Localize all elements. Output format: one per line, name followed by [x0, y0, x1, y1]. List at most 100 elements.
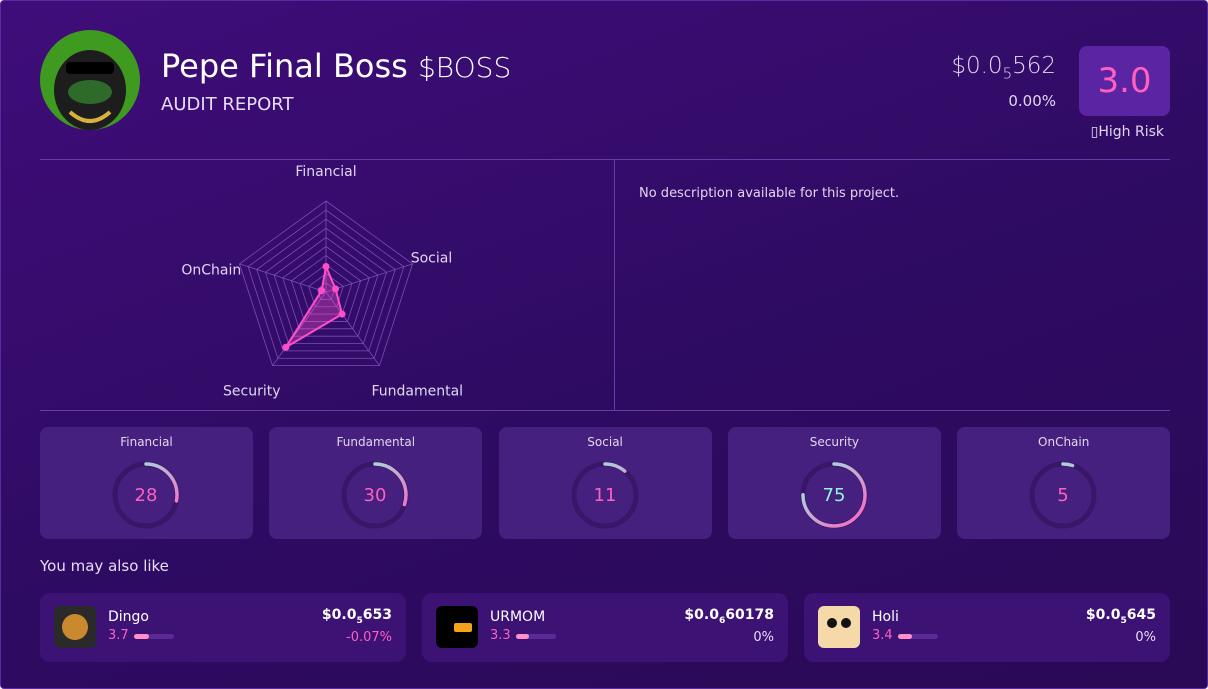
rec-bar-track	[898, 634, 938, 639]
rec-bar-track	[134, 634, 174, 639]
gauge-arc	[113, 462, 179, 528]
logo-bg	[818, 606, 860, 648]
radar-ring	[247, 209, 405, 359]
radar-ring	[282, 246, 370, 330]
gauge-value: 11	[593, 485, 616, 506]
risk-label: High Risk	[1098, 124, 1164, 140]
radar-axis	[272, 291, 327, 366]
gauge: 30	[341, 461, 409, 529]
subtitle: AUDIT REPORT	[161, 94, 294, 115]
radar-label: Fundamental	[371, 383, 463, 399]
rec-name: Holi	[872, 609, 899, 625]
gauge: 11	[571, 461, 639, 529]
price-zeros: 5	[1002, 64, 1013, 83]
score-card: Financial 28	[40, 427, 253, 539]
rec-bar	[898, 634, 912, 639]
rec-change: 0%	[753, 630, 774, 645]
description: No description available for this projec…	[639, 186, 900, 201]
price: $0.05562	[951, 53, 1056, 83]
gauge-value: 28	[135, 485, 158, 506]
recommendation-card[interactable]: URMOM 3.3 $0.0660178 0%	[422, 593, 788, 662]
score-label: Social	[587, 435, 623, 449]
logo-shape	[454, 623, 472, 632]
score-label: OnChain	[1038, 435, 1090, 449]
gauge-value: 5	[1057, 485, 1068, 506]
radar-point	[332, 285, 340, 293]
divider	[40, 159, 1170, 160]
rec-price: $0.05645	[1086, 607, 1156, 626]
radar-axis	[239, 263, 327, 293]
radar-ring	[273, 236, 379, 337]
logo	[54, 606, 96, 648]
rec-name: Dingo	[108, 609, 149, 625]
recommendation-card[interactable]: Dingo 3.7 $0.05653 -0.07%	[40, 593, 406, 662]
rec-change: -0.07%	[346, 630, 392, 645]
score-label: Fundamental	[336, 435, 416, 449]
score-card: OnChain 5	[957, 427, 1171, 539]
radar-ring	[290, 255, 362, 322]
price-prefix: $0.0	[1085, 607, 1121, 623]
radar-ring	[256, 218, 396, 352]
price-prefix: $0.0	[321, 607, 357, 623]
radar-ring	[264, 227, 388, 344]
price-prefix: $0.0	[951, 53, 1003, 79]
price-digits: 645	[1126, 607, 1156, 623]
risk: ▯High Risk	[1090, 124, 1164, 140]
price-digits: 60178	[725, 607, 774, 623]
logo-shape	[62, 614, 88, 640]
score-badge: 3.0	[1079, 46, 1170, 116]
radar-ring	[308, 273, 344, 308]
rec-bar	[516, 634, 530, 639]
radar-chart: Financial Social Fundamental Security OnChai…	[181, 164, 463, 399]
radar-label: OnChain	[181, 263, 241, 279]
price-zeros: 6	[718, 615, 726, 626]
gauge-value: 75	[822, 485, 845, 506]
radar-point	[338, 310, 346, 318]
radar-point	[282, 343, 290, 351]
price-digits: 562	[1012, 53, 1056, 79]
radar-ring	[299, 264, 353, 315]
gauge: 5	[1029, 461, 1097, 529]
score-card: Security 75	[727, 427, 941, 539]
logo	[436, 606, 478, 648]
score-card: Fundamental 30	[269, 427, 483, 539]
rec-name: URMOM	[490, 609, 546, 625]
price-digits: 653	[362, 607, 392, 623]
gauge-arc	[801, 462, 867, 528]
rec-price: $0.05653	[322, 607, 392, 626]
section-title: You may also like	[40, 557, 169, 575]
score-card: Social 11	[498, 427, 712, 539]
price-change: 0.00%	[1008, 92, 1056, 110]
rec-change: 0%	[1135, 630, 1156, 645]
rec-score: 3.3	[490, 628, 511, 643]
ticker: $BOSS	[417, 51, 512, 84]
logo	[818, 606, 860, 648]
divider	[40, 410, 1170, 411]
radar-area	[285, 263, 344, 349]
radar-label: Social	[411, 251, 453, 267]
gauge-arc	[571, 462, 638, 528]
gauge-value: 30	[364, 485, 387, 506]
divider	[614, 160, 615, 410]
gauge-arc	[342, 462, 409, 528]
rec-score: 3.4	[872, 628, 893, 643]
radar-label: Financial	[295, 164, 356, 180]
gauge: 28	[112, 461, 180, 529]
project-title: Pepe Final Boss $BOSS	[161, 47, 511, 85]
logo-eye	[827, 618, 837, 628]
radar-ring	[238, 200, 414, 367]
radar-axis	[325, 263, 413, 293]
avatar	[40, 30, 140, 130]
radar-point	[318, 287, 326, 295]
rec-bar	[134, 634, 149, 639]
recommendation-card[interactable]: Holi 3.4 $0.05645 0%	[804, 593, 1170, 662]
rec-bar-track	[516, 634, 556, 639]
gauge-arc	[1030, 462, 1096, 528]
radar-point	[322, 263, 330, 271]
price-prefix: $0.0	[684, 607, 719, 623]
rec-price: $0.0660178	[684, 607, 774, 626]
radar-axis	[325, 291, 380, 366]
rec-score: 3.7	[108, 628, 129, 643]
gauge: 75	[800, 461, 868, 529]
